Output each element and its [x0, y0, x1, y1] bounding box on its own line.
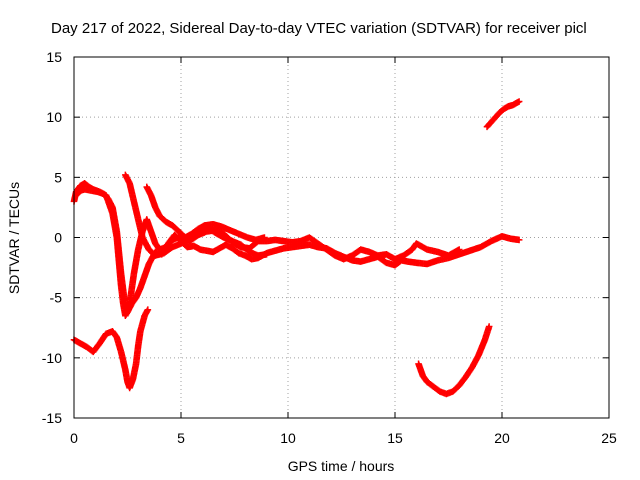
series-1	[70, 306, 152, 392]
y-tick-label: -15	[42, 410, 62, 426]
y-tick-label: 15	[46, 49, 62, 65]
chart-title: Day 217 of 2022, Sidereal Day-to-day VTE…	[51, 20, 587, 37]
x-axis-ticks: 0 5 10 15 20 25	[70, 57, 617, 446]
series-3	[72, 186, 463, 311]
x-tick-label: 10	[280, 430, 296, 446]
series-7	[483, 98, 523, 131]
data-point-marker	[515, 98, 523, 105]
y-axis-label: SDTVAR / TECUs	[6, 182, 22, 294]
data-markers	[70, 98, 523, 398]
y-tick-label: -5	[50, 290, 63, 306]
y-tick-label: -10	[42, 350, 62, 366]
y-tick-label: 5	[54, 169, 62, 185]
x-tick-label: 20	[494, 430, 510, 446]
data-point-marker	[144, 306, 152, 313]
data-point-marker	[515, 236, 523, 244]
data-point-marker	[261, 234, 268, 241]
series-6	[415, 323, 493, 398]
x-tick-label: 5	[177, 430, 185, 446]
data-point-marker	[485, 323, 493, 330]
x-axis-label: GPS time / hours	[288, 458, 395, 474]
y-axis-ticks: -15 -10 -5 0 5 10 15	[42, 49, 609, 426]
x-tick-label: 25	[601, 430, 617, 446]
y-tick-label: 0	[54, 230, 62, 246]
series-4	[122, 171, 270, 259]
data-point-marker	[455, 246, 463, 253]
y-tick-label: 10	[46, 109, 62, 125]
series-5	[143, 183, 268, 244]
data-point-marker	[263, 251, 270, 258]
x-tick-label: 0	[70, 430, 78, 446]
x-tick-label: 15	[387, 430, 403, 446]
